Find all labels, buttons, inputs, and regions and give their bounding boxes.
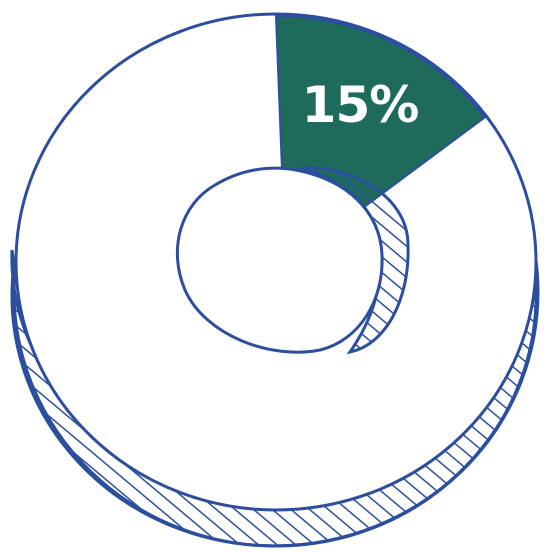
inner-hole: [175, 166, 384, 354]
slice-percent-label: 15%: [302, 76, 419, 134]
